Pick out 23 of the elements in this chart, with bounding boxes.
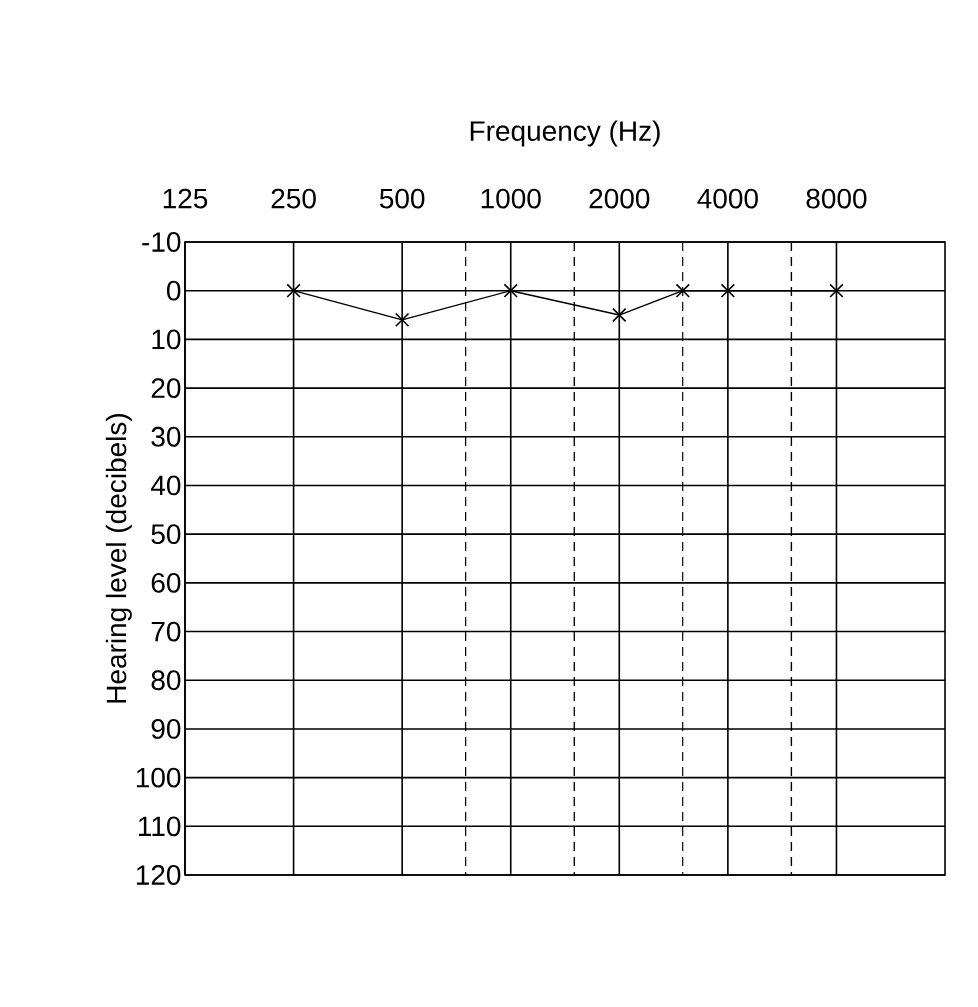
y-tick-label: 50 (151, 524, 181, 545)
y-tick-label: -10 (142, 232, 181, 252)
y-tick-label: 120 (136, 865, 181, 885)
x-tick-label: 8000 (806, 188, 867, 209)
x-tick-label: 2000 (589, 188, 650, 209)
x-tick-label: 500 (379, 188, 425, 209)
y-axis-title: Hearing level (decibels) (105, 414, 132, 703)
y-tick-label: 80 (151, 670, 181, 691)
y-tick-label: 90 (151, 719, 181, 739)
x-tick-label: 4000 (697, 188, 758, 209)
y-tick-label: 0 (167, 280, 181, 301)
chart-title: Frequency (Hz) (470, 120, 660, 147)
y-tick-label: 100 (136, 767, 181, 788)
x-tick-label: 1000 (481, 188, 541, 209)
y-tick-label: 60 (151, 572, 181, 593)
y-tick-label: 10 (152, 329, 181, 350)
y-tick-label: 70 (151, 621, 181, 642)
x-tick-label: 250 (271, 188, 316, 209)
y-tick-label: 110 (138, 816, 181, 837)
y-tick-label: 30 (151, 426, 181, 447)
y-tick-label: 40 (150, 475, 181, 496)
x-tick-label: 125 (163, 188, 208, 209)
y-tick-label: 20 (151, 378, 181, 398)
